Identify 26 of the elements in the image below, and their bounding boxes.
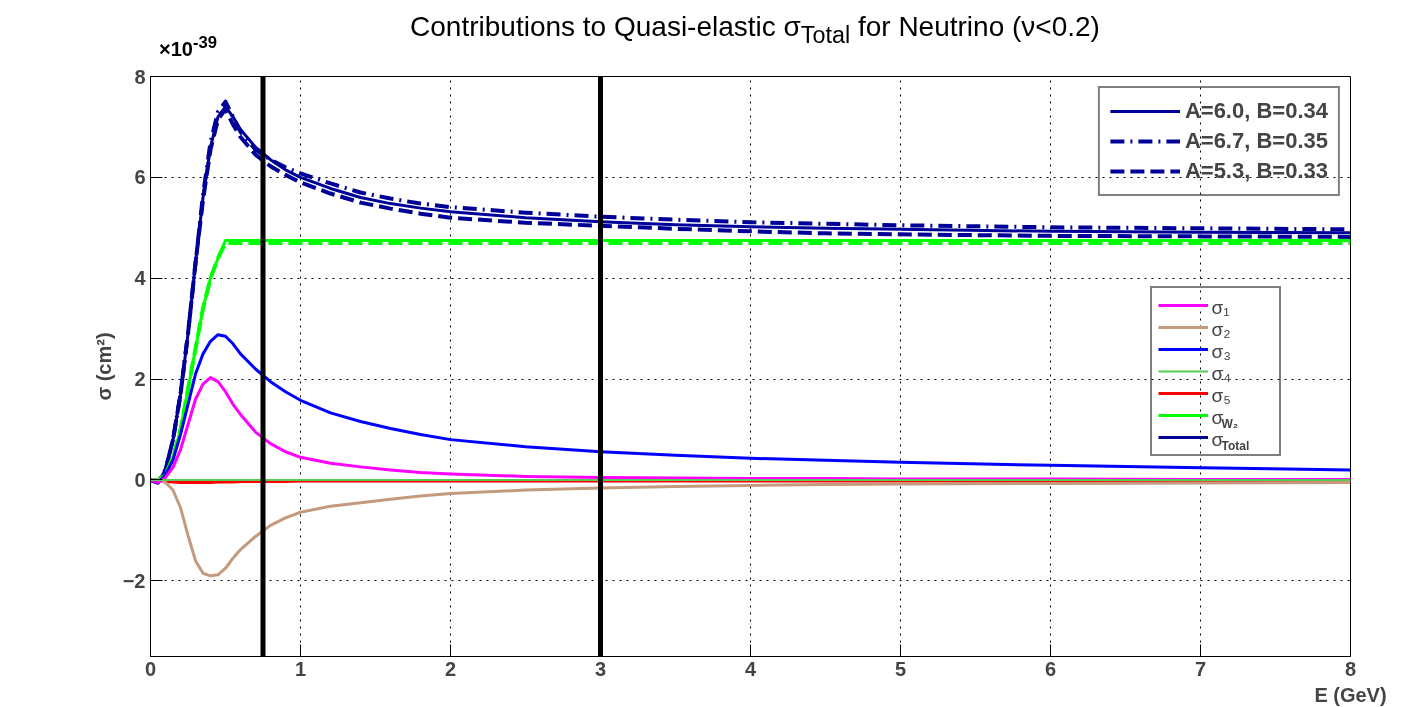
- y-tick-label: 8: [134, 65, 146, 88]
- legend-label: A=5.3, B=0.33: [1184, 158, 1328, 184]
- x-tick-label: 5: [894, 657, 907, 680]
- x-tick-label: 3: [594, 657, 607, 680]
- legend-label: σ₃: [1211, 341, 1231, 362]
- y-tick-label: 6: [134, 166, 146, 189]
- y-axis-title: σ (cm²): [92, 332, 115, 401]
- legend-label: σ₁: [1211, 297, 1230, 318]
- text: ×10$^{-39}$: [159, 31, 218, 62]
- x-tick-label: 8: [1344, 657, 1357, 680]
- legend-label: σ₄: [1211, 363, 1232, 384]
- x-tick-label: 4: [744, 657, 757, 680]
- legend-label: A=6.7, B=0.35: [1184, 128, 1328, 154]
- legend-label: σ₅: [1211, 385, 1231, 406]
- y-tick-label: 0: [134, 468, 146, 491]
- x-tick-label: 2: [444, 657, 457, 680]
- x-tick-label: 6: [1044, 657, 1057, 680]
- chart-title: Contributions to Quasi-elastic σ$_{Total}$ for Neutrino (ν<0.2): [410, 11, 1100, 48]
- annotation: A=6.0, B=0.34: [1184, 98, 1328, 124]
- y-tick-label: −2: [122, 569, 146, 592]
- y-tick-label: 2: [134, 368, 146, 391]
- x-axis-title: E (GeV): [1314, 683, 1387, 706]
- y-tick-label: 4: [134, 267, 147, 290]
- x-tick-label: 1: [294, 657, 307, 680]
- legend-label: σ₂: [1211, 319, 1231, 340]
- x-tick-label: 7: [1194, 657, 1207, 680]
